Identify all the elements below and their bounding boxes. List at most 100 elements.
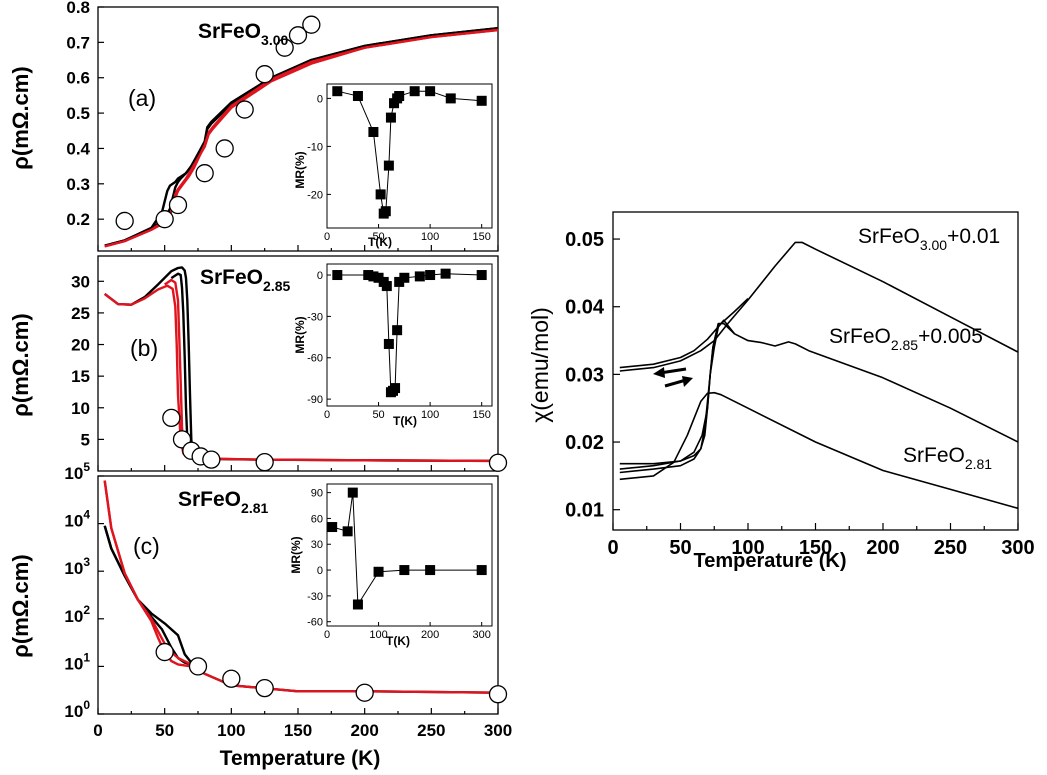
- chi-x-tick-label: 100: [731, 537, 764, 559]
- panel-b-inset-y-tick-label: 0: [317, 270, 323, 282]
- panel-b-inset: 0 50 100 150 0 -30 -60 -90 T(K) MR(%): [293, 263, 493, 428]
- cooling-arrowhead-icon: [653, 367, 665, 378]
- chi-arrows: [653, 367, 693, 388]
- panel-a-data-marker: [255, 65, 274, 84]
- panel-c-inset-marker: [399, 565, 410, 576]
- panel-b-data-marker: [162, 408, 181, 428]
- panel-c-composition-main: SrFeO: [178, 488, 241, 511]
- panel-b-inset-x-tick-label: 100: [421, 409, 439, 421]
- chi-series-label: SrFeO3.00+0.01: [858, 225, 1000, 253]
- chi-y-tick-label: 0.05: [565, 229, 604, 251]
- panel-a-y-axis-label: ρ(mΩ.cm): [8, 66, 33, 169]
- panel-a-data-marker: [275, 38, 294, 57]
- panel-c-series-line: [103, 480, 192, 668]
- panel-a-y-tick-label: 0.4: [66, 139, 90, 158]
- panel-c-inset-marker: [373, 566, 384, 577]
- panel-a-inset-y-tick-label: -10: [307, 141, 323, 153]
- chi-series-line: [619, 241, 1019, 372]
- chi-series-label: SrFeO2.81: [903, 444, 992, 472]
- panel-a-inset-marker: [409, 86, 420, 97]
- panel-a-composition-main: SrFeO: [198, 20, 261, 43]
- panel-a-inset-marker: [352, 91, 363, 101]
- panel-b-inset-marker: [368, 271, 379, 282]
- panel-b-inset-marker: [399, 272, 410, 283]
- panel-c-inset-marker: [347, 487, 358, 498]
- panel-b-inset-y-label: MR(%): [293, 316, 307, 353]
- panel-c-y-axis-label: ρ(mΩ.cm): [8, 554, 33, 657]
- panel-a-y-tick-label: 0.2: [66, 210, 90, 229]
- panel-b-frame: [97, 255, 499, 472]
- panel-c-composition-sub: 2.81: [241, 500, 268, 516]
- chi-x-tick-label: 300: [1001, 537, 1034, 559]
- panel-a-inset-x-tick-label: 150: [473, 231, 491, 243]
- panel-b-data-marker: [202, 450, 221, 469]
- panel-c-data-marker: [255, 678, 274, 698]
- panel-c-x-tick-label: 50: [155, 721, 174, 740]
- chi-series-label: SrFeO2.85+0.005: [829, 325, 983, 353]
- panel-a-inset-marker: [380, 206, 391, 217]
- panel-a-inset-y-tick-label: -20: [307, 189, 323, 201]
- panel-a-inset-marker: [394, 91, 405, 101]
- panel-b-y-tick-label: 30: [71, 272, 90, 291]
- panel-c-label: (c): [133, 533, 160, 559]
- panel-a-inset-x-tick-label: 0: [324, 231, 330, 243]
- panel-b-composition-sub: 2.85: [263, 278, 290, 294]
- chi-frame: [612, 211, 1019, 531]
- panel-a-data-marker: [235, 100, 254, 119]
- panel-a-inset-x-tick-label: 100: [421, 231, 439, 243]
- panel-c-inset-marker: [352, 599, 363, 610]
- panel-c-inset-y-tick-label: -60: [307, 617, 323, 629]
- panel-a-composition: SrFeO3.00: [198, 20, 288, 48]
- panel-c-inset-marker: [327, 522, 338, 533]
- chi-x-axis-label: Temperature (K): [694, 550, 847, 572]
- panel-b-inset-y-tick-label: -60: [307, 353, 323, 365]
- panel-c-data-marker: [188, 657, 208, 676]
- panel-a-y-tick-label: 0.6: [66, 69, 90, 88]
- panel-b-inset-marker: [440, 268, 451, 279]
- panel-b-inset-marker: [373, 272, 384, 283]
- panel-c-data-marker: [488, 685, 508, 704]
- panel-c-x-tick-label: 150: [284, 721, 312, 740]
- panel-a-composition-sub: 3.00: [261, 32, 288, 48]
- panel-b-inset-marker: [332, 270, 343, 281]
- panel-b-composition-main: SrFeO: [200, 266, 263, 289]
- panel-c-x-tick-label: 250: [417, 721, 445, 740]
- panel-a-data-marker: [195, 164, 214, 183]
- panel-a-frame: [97, 6, 499, 252]
- panel-c-inset-y-tick-label: 90: [311, 488, 323, 500]
- panel-c-frame: [97, 475, 499, 715]
- panel-b-composition: SrFeO2.85: [200, 266, 290, 294]
- chi-x-tick-label: 200: [866, 537, 899, 559]
- panel-b-inset-x-label: T(K): [393, 414, 417, 428]
- panel-a-label: (a): [128, 85, 156, 111]
- panel-b-inset-x-tick-label: 0: [324, 409, 330, 421]
- panel-c-inset-y-tick-label: 30: [311, 539, 323, 551]
- panel-b-label: (b): [130, 335, 158, 361]
- panel-a-data-marker: [155, 210, 174, 229]
- panel-a-data-marker: [115, 211, 134, 231]
- susceptibility-chart: χ(emu/mol) 0.01 0.02 0.03 0.04 0.05 0 50 100 150…: [527, 211, 1035, 572]
- panel-b-inset-marker: [392, 325, 403, 336]
- chi-y-tick-label: 0.03: [565, 364, 604, 386]
- panel-b-inset-x-tick-label: 50: [372, 409, 384, 421]
- panel-c-y-tick-label: 102: [64, 603, 90, 626]
- panel-a-y-tick-label: 0.3: [66, 175, 90, 194]
- panel-c-composition: SrFeO2.81: [178, 488, 268, 516]
- panel-b-inset-x-tick-label: 150: [473, 409, 491, 421]
- chi-series-line: [619, 391, 1019, 510]
- panel-a-inset-marker: [476, 95, 487, 106]
- panel-b-y-tick-label: 15: [71, 367, 90, 386]
- chi-y-tick-label: 0.04: [565, 297, 605, 319]
- panel-b-inset-marker: [390, 383, 401, 394]
- panel-a-inset-marker: [332, 86, 343, 97]
- chi-y-axis-label: χ(emu/mol): [527, 307, 553, 423]
- panel-b-inset-frame: [326, 263, 493, 407]
- panel-c-x-tick-label: 200: [350, 721, 378, 740]
- panel-a-inset-x-label: T(K): [368, 235, 392, 249]
- panel-b-inset-marker: [414, 271, 425, 282]
- chi-series-line: [619, 319, 736, 470]
- panel-a-data-marker: [215, 139, 234, 158]
- panel-c-data-marker: [155, 642, 174, 662]
- panel-a-inset: 0 50 100 150 0 -10 -20 T(K) MR(%): [293, 83, 493, 249]
